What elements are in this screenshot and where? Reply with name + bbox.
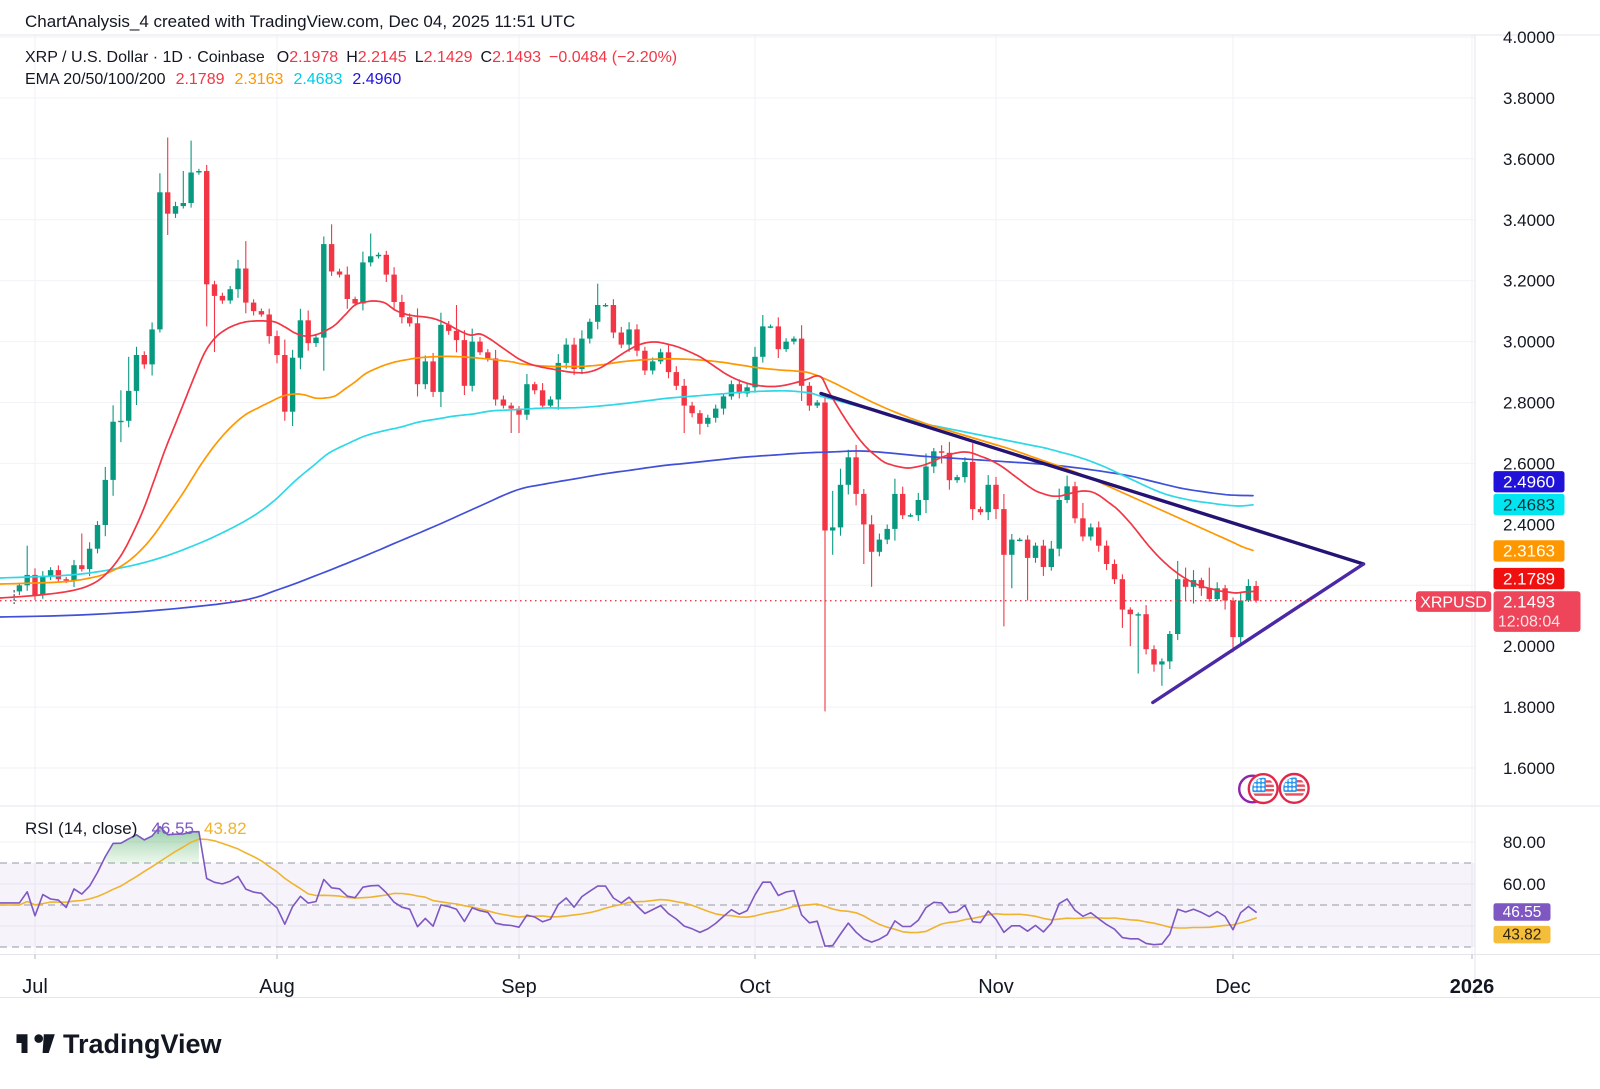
svg-text:1.6000: 1.6000 — [1503, 759, 1555, 778]
svg-text:2.4683: 2.4683 — [1503, 495, 1555, 514]
svg-text:3.4000: 3.4000 — [1503, 211, 1555, 230]
svg-text:2.4960: 2.4960 — [1503, 473, 1555, 492]
svg-text:Sep: Sep — [501, 976, 537, 998]
svg-text:Jul: Jul — [22, 976, 48, 998]
svg-text:3.6000: 3.6000 — [1503, 150, 1555, 169]
svg-text:2.0000: 2.0000 — [1503, 637, 1555, 656]
svg-text:2.1493: 2.1493 — [1503, 593, 1555, 612]
svg-text:Aug: Aug — [259, 976, 295, 998]
svg-text:1.8000: 1.8000 — [1503, 698, 1555, 717]
svg-text:XRP / U.S. Dollar · 1D · Coinb: XRP / U.S. Dollar · 1D · Coinbase O2.1978… — [25, 49, 677, 66]
svg-text:3.0000: 3.0000 — [1503, 333, 1555, 352]
svg-text:12:08:04: 12:08:04 — [1498, 614, 1560, 631]
svg-text:80.00: 80.00 — [1503, 833, 1546, 852]
svg-text:ChartAnalysis_4 created with T: ChartAnalysis_4 created with TradingView… — [25, 12, 575, 31]
svg-text:60.00: 60.00 — [1503, 875, 1546, 894]
svg-text:2.1789: 2.1789 — [1503, 569, 1555, 588]
svg-text:43.82: 43.82 — [1503, 927, 1542, 944]
svg-text:46.55: 46.55 — [1503, 904, 1542, 921]
svg-text:Nov: Nov — [978, 976, 1014, 998]
svg-text:3.2000: 3.2000 — [1503, 272, 1555, 291]
svg-text:XRPUSD: XRPUSD — [1420, 594, 1487, 611]
svg-text:3.8000: 3.8000 — [1503, 89, 1555, 108]
svg-text:2.8000: 2.8000 — [1503, 394, 1555, 413]
svg-text:Oct: Oct — [739, 976, 771, 998]
svg-text:2.4000: 2.4000 — [1503, 515, 1555, 534]
svg-text:4.0000: 4.0000 — [1503, 28, 1555, 47]
svg-text:2026: 2026 — [1450, 976, 1495, 998]
svg-text:2.6000: 2.6000 — [1503, 454, 1555, 473]
svg-text:2.3163: 2.3163 — [1503, 542, 1555, 561]
svg-text:TradingView: TradingView — [63, 1029, 223, 1059]
svg-text:Dec: Dec — [1215, 976, 1251, 998]
